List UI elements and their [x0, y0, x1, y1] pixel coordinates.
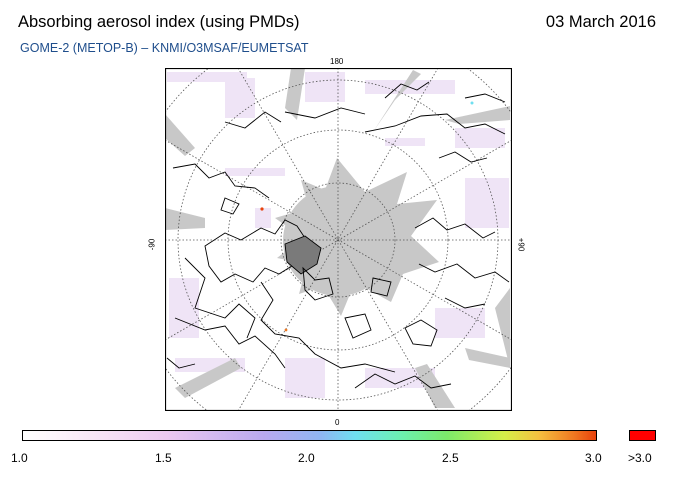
no-data-wedges	[165, 68, 510, 408]
colorbar-tick-2: 1.5	[155, 451, 172, 465]
colorbar-overflow-label: >3.0	[628, 451, 652, 465]
aerosol-swaths	[167, 72, 509, 398]
coastlines	[166, 81, 510, 389]
map-subtitle: GOME-2 (METOP-B) – KNMI/O3MSAF/EUMETSAT	[20, 41, 309, 55]
colorbar	[22, 430, 597, 441]
colorbar-tick-5: 3.0	[585, 451, 602, 465]
longitude-label-top: 180	[330, 57, 344, 66]
map-title: Absorbing aerosol index (using PMDs)	[18, 13, 300, 31]
longitude-label-right: +90	[516, 237, 526, 252]
colorbar-tick-4: 2.5	[442, 451, 459, 465]
longitude-label-bottom: 0	[335, 418, 340, 427]
graticule	[165, 68, 512, 411]
longitude-label-left: -90	[147, 238, 157, 251]
colorbar-tick-3: 2.0	[298, 451, 315, 465]
polar-map	[165, 68, 512, 411]
map-date: 03 March 2016	[545, 13, 656, 31]
aerosol-hotspots	[260, 101, 474, 332]
colorbar-tick-1: 1.0	[11, 451, 28, 465]
map-frame	[165, 68, 512, 411]
colorbar-overflow-swatch	[629, 430, 656, 441]
